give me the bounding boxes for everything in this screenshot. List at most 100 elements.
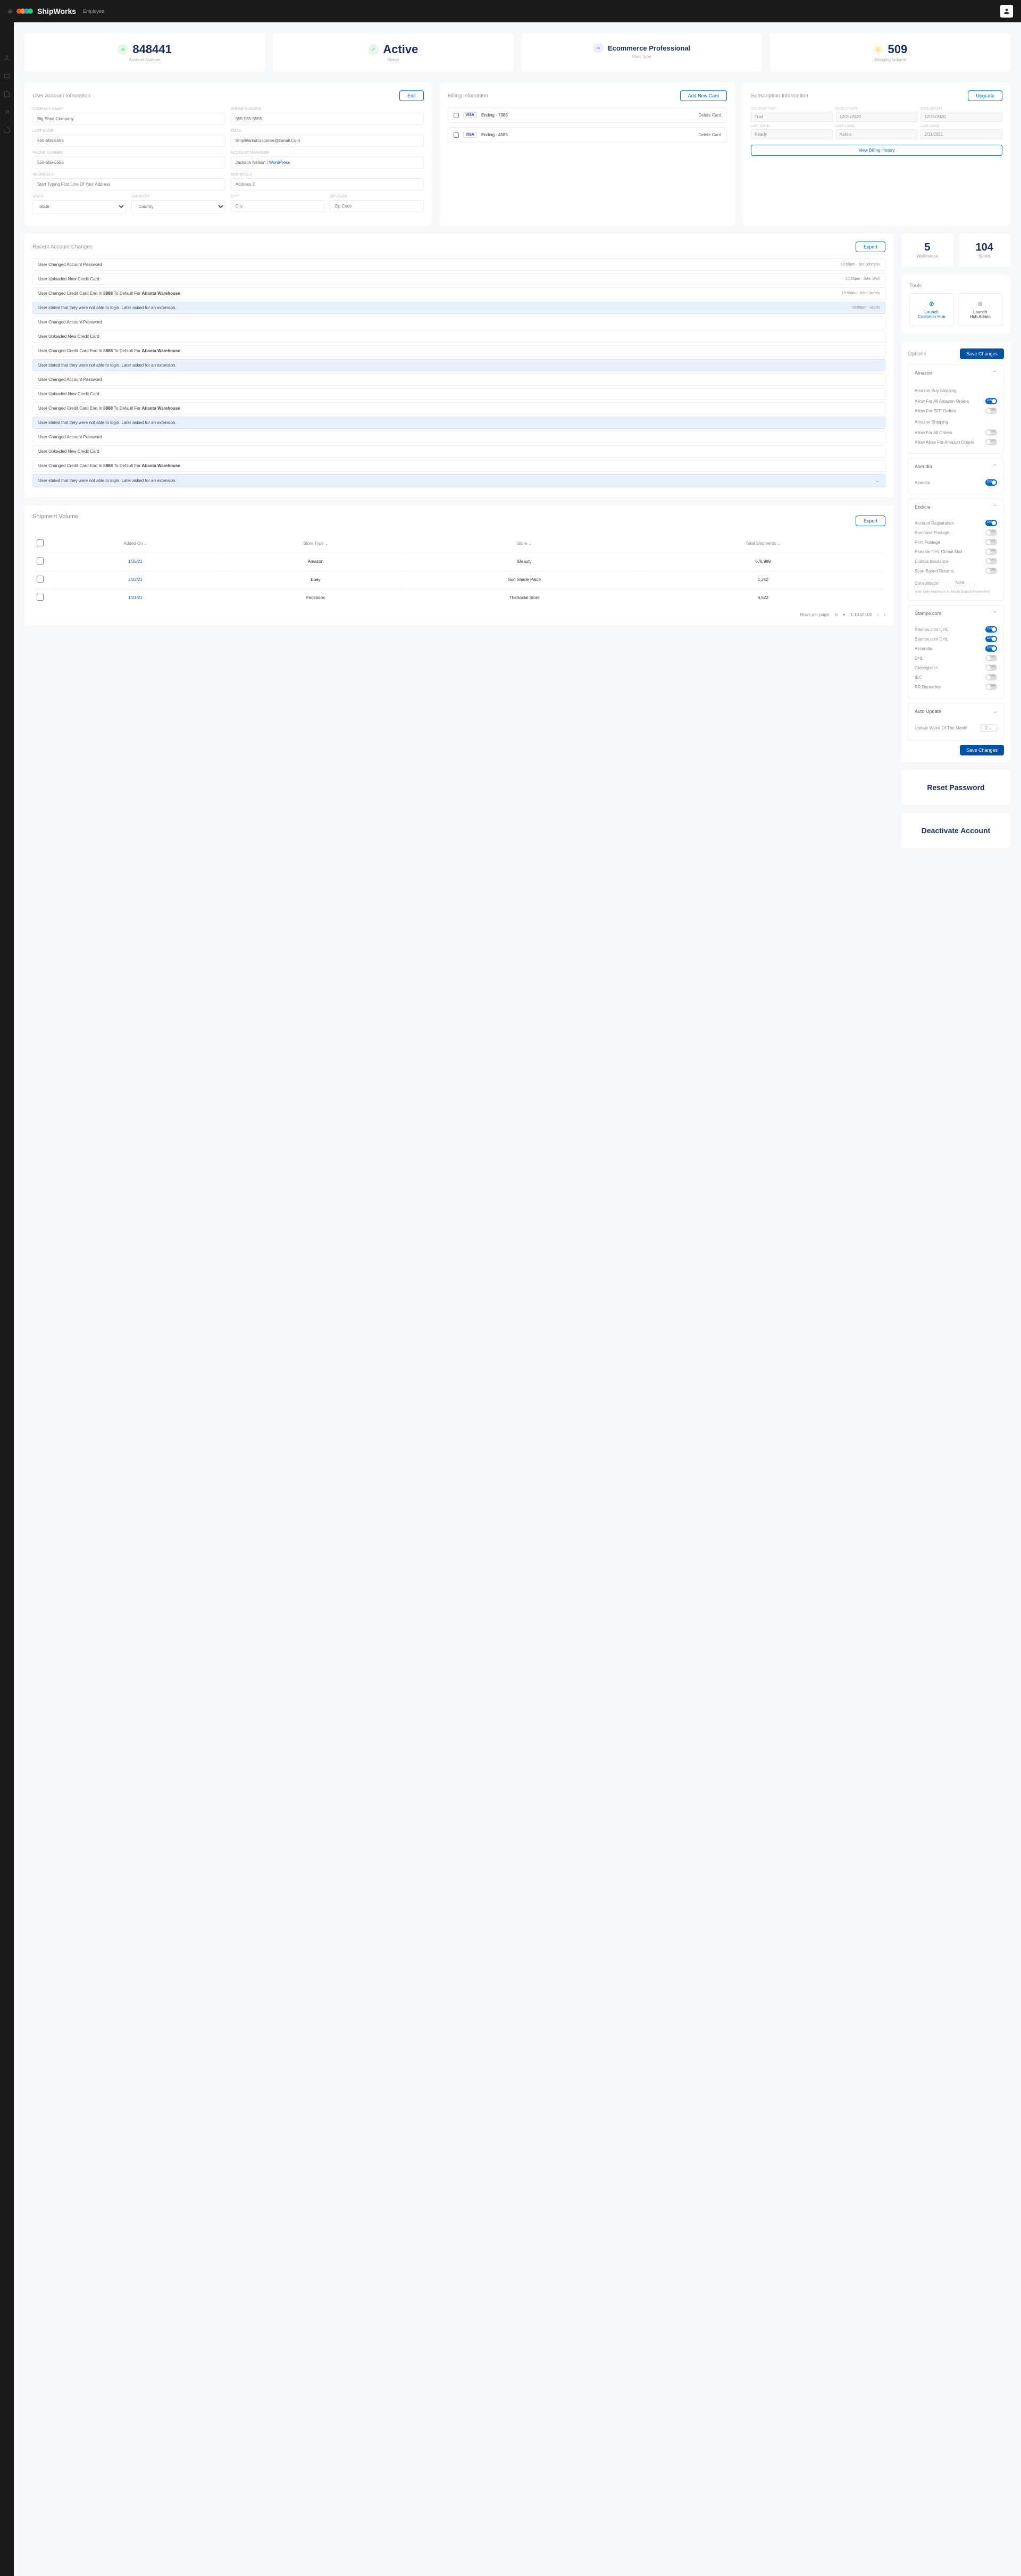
toggle-switch[interactable]: ON	[985, 645, 997, 652]
save-changes-button-bottom[interactable]: Save Changes	[960, 745, 1004, 755]
tool-button[interactable]: ⊕LaunchCustomer Hub	[909, 293, 954, 326]
toggle-switch[interactable]: ON	[985, 626, 997, 633]
toggle-switch[interactable]: OFF	[985, 439, 997, 445]
card-checkbox[interactable]	[454, 113, 459, 118]
section-name: Asendia	[915, 464, 932, 470]
toggle-switch[interactable]: ON	[985, 479, 997, 486]
option-row: Update Week Of The Month2 ⌄	[915, 722, 997, 734]
menu-icon[interactable]: ≡	[8, 7, 12, 15]
toggle-switch[interactable]: ON	[985, 520, 997, 526]
toggle-switch[interactable]: OFF	[985, 558, 997, 564]
rows-select[interactable]: 5	[835, 612, 838, 617]
section-header[interactable]: Amazon⌃	[908, 365, 1003, 381]
section-header[interactable]: Asendia⌃	[908, 459, 1003, 475]
option-row: Stamps.com DHLON	[915, 634, 997, 644]
toggle-switch[interactable]: OFF	[985, 429, 997, 436]
phone-input[interactable]	[231, 113, 424, 125]
card-ending: Ending - 7985	[481, 113, 508, 118]
nav-icon-5[interactable]	[3, 127, 11, 134]
date-link[interactable]: 2/22/21	[128, 577, 143, 582]
column-header[interactable]: Store Type ⌄	[224, 535, 407, 552]
stat-label: Shipping Volume	[778, 57, 1002, 62]
delete-card-link[interactable]: Delete Card	[698, 113, 721, 118]
toggle-switch[interactable]: ON	[985, 636, 997, 642]
store-name: iBeauty	[408, 553, 641, 570]
card-brand: VISA	[463, 112, 477, 118]
consolidator-value[interactable]: None	[945, 580, 975, 586]
card-checkbox[interactable]	[454, 132, 459, 138]
section-header[interactable]: Endicia⌃	[908, 499, 1003, 516]
city-input[interactable]	[231, 200, 324, 212]
column-header[interactable]: Total Shipments ⌄	[642, 535, 884, 552]
stat-value: Ecommerce Professional	[608, 44, 690, 52]
delete-card-link[interactable]: Delete Card	[698, 132, 721, 137]
column-header[interactable]: Store ⌄	[408, 535, 641, 552]
prev-page[interactable]: ‹	[877, 612, 879, 617]
dropdown[interactable]: 2 ⌄	[981, 724, 997, 732]
toggle-switch[interactable]: OFF	[985, 539, 997, 545]
export-changes-button[interactable]: Export	[856, 242, 885, 252]
nav-icon-1[interactable]	[3, 54, 11, 62]
row-checkbox[interactable]	[37, 576, 44, 583]
toggle-switch[interactable]: OFF	[985, 408, 997, 414]
export-volume-button[interactable]: Export	[856, 516, 885, 526]
toggle-switch[interactable]: OFF	[985, 568, 997, 574]
reset-password-button[interactable]: Reset Password	[901, 770, 1010, 805]
section-header[interactable]: Auto Update⌄	[908, 703, 1003, 720]
addr1-input[interactable]	[32, 178, 225, 190]
add-card-button[interactable]: Add New Card	[680, 90, 727, 101]
email-input[interactable]	[231, 135, 424, 147]
last-login2: Kahns	[836, 129, 918, 139]
user-menu[interactable]	[1000, 5, 1013, 18]
select-all[interactable]	[37, 539, 44, 546]
date-link[interactable]: 1/25/21	[128, 559, 143, 564]
tool-button[interactable]: ⊕LaunchHub Admin	[958, 293, 1003, 326]
nav-icon-2[interactable]	[3, 72, 11, 80]
options-card: Options Save Changes Amazon⌃Amazon Buy S…	[901, 342, 1010, 762]
toggle-switch[interactable]: OFF	[985, 674, 997, 680]
addr2-input[interactable]	[231, 178, 424, 190]
row-checkbox[interactable]	[37, 594, 44, 601]
toggle-switch[interactable]: OFF	[985, 664, 997, 671]
option-label: Allow Allow For Amazon Orders	[915, 440, 974, 445]
toggle-switch[interactable]: OFF	[985, 684, 997, 690]
section-name: Stamps.com	[915, 611, 941, 617]
next-page[interactable]: ›	[884, 612, 885, 617]
nav-icon-4[interactable]	[3, 109, 11, 116]
wordpress-link[interactable]: WordPress	[269, 160, 290, 165]
row-checkbox[interactable]	[37, 558, 44, 564]
edit-button[interactable]: Edit	[399, 90, 424, 101]
option-section: Stamps.com⌃Stamps.com DHLONStamps.com DH…	[908, 605, 1004, 699]
phone2-input[interactable]	[32, 156, 225, 169]
billing-history-button[interactable]: View Billing History	[751, 145, 1002, 156]
option-note: Note: Only Adedma Is As Mostly Endicia F…	[915, 591, 997, 594]
chevron-icon: ⌃	[993, 504, 997, 510]
option-row: GlobegisticsOFF	[915, 663, 997, 672]
date-link[interactable]: 1/21/21	[128, 595, 143, 600]
option-row: Allow For All Amazon OrdersON	[915, 396, 997, 406]
chevron-icon: ⌄	[993, 709, 997, 714]
option-label: Asendia	[915, 480, 930, 485]
company-input[interactable]	[32, 113, 225, 125]
mini-stat-label: Warehouse	[909, 254, 945, 259]
label: PHONE NUMBER	[32, 151, 225, 155]
column-header[interactable]: Added On ⌄	[48, 535, 223, 552]
toggle-switch[interactable]: ON	[985, 398, 997, 404]
zip-input[interactable]	[330, 200, 423, 212]
nav-icon-3[interactable]	[3, 90, 11, 98]
state-select[interactable]: State	[32, 200, 126, 213]
save-changes-button[interactable]: Save Changes	[960, 348, 1004, 359]
toggle-switch[interactable]: OFF	[985, 529, 997, 536]
lastname-input[interactable]	[32, 135, 225, 147]
volume-table: Added On ⌄Store Type ⌄Store ⌄Total Shipm…	[32, 534, 885, 607]
section-header[interactable]: Stamps.com⌃	[908, 605, 1003, 622]
expand-icon[interactable]: ⌄	[875, 478, 880, 484]
billing-title: Billing Infomation	[448, 93, 488, 99]
deactivate-account-button[interactable]: Deactivate Account	[901, 813, 1010, 848]
toggle-switch[interactable]: OFF	[985, 655, 997, 661]
country-select[interactable]: Country	[131, 200, 225, 213]
toggle-switch[interactable]: OFF	[985, 549, 997, 555]
account-card: User Account Infomation Edit COMPANY NAM…	[24, 82, 432, 226]
stat-label: Status	[281, 57, 505, 62]
upgrade-button[interactable]: Upgrade	[968, 90, 1002, 101]
